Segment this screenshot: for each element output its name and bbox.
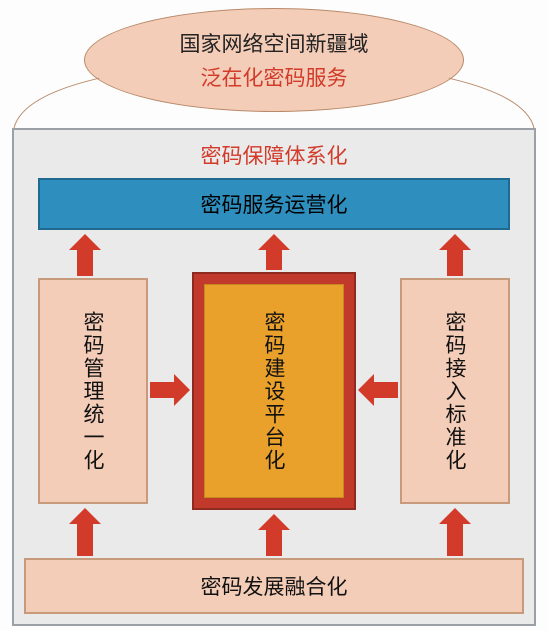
arrow-bottom-center-up: [258, 514, 290, 556]
arrows-layer: [0, 0, 548, 631]
arrow-right-to-center: [358, 374, 398, 406]
arrow-bottom-right-up: [439, 508, 471, 556]
arrow-bottom-left-up: [69, 508, 101, 556]
arrow-right-up: [439, 234, 471, 276]
arrow-left-to-center: [150, 374, 190, 406]
arrow-center-up: [258, 234, 290, 270]
arrow-left-up: [69, 234, 101, 276]
